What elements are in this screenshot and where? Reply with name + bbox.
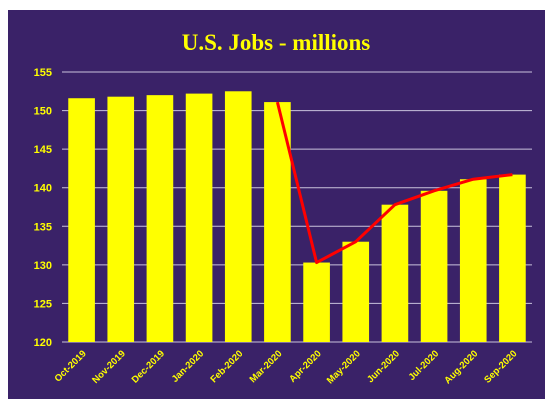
- chart-title: U.S. Jobs - millions: [182, 30, 371, 55]
- trend-line: [275, 101, 513, 265]
- y-tick-125: 125: [34, 298, 52, 310]
- x-tick-Jan-2020: Jan-2020: [170, 348, 207, 385]
- y-tick-155: 155: [34, 67, 52, 79]
- y-tick-120: 120: [34, 337, 52, 349]
- x-tick-Dec-2019: Dec-2019: [130, 348, 167, 385]
- bar-chart: U.S. Jobs - millions 1201251301351401451…: [34, 30, 532, 386]
- bar-Sep-2020: [499, 174, 526, 342]
- bar-Nov-2019: [107, 96, 135, 342]
- x-tick-Aug-2020: Aug-2020: [442, 348, 480, 386]
- bar-May-2020: [342, 241, 370, 342]
- y-tick-130: 130: [34, 260, 52, 272]
- x-tick-Oct-2019: Oct-2019: [53, 348, 89, 384]
- x-tick-Jun-2020: Jun-2020: [365, 348, 402, 385]
- y-tick-150: 150: [34, 106, 52, 118]
- y-tick-140: 140: [34, 183, 52, 195]
- y-axis-ticks: 120 125 130 135 140 145 150 155: [34, 67, 52, 349]
- chart-frame: U.S. Jobs - millions 120 125 130 135 140 145 1…: [8, 10, 545, 399]
- x-tick-May-2020: May-2020: [325, 348, 363, 386]
- y-tick-135: 135: [34, 221, 52, 233]
- x-tick-Mar-2020: Mar-2020: [248, 348, 285, 385]
- x-tick-Nov-2019: Nov-2019: [90, 348, 128, 386]
- x-tick-Apr-2020: Apr-2020: [287, 348, 324, 385]
- y-tick-145: 145: [34, 144, 52, 156]
- bar-Aug-2020: [459, 179, 487, 342]
- x-axis-ticks: Oct-2019 Nov-2019 Dec-2019 Jan-2020 Feb-2020…: [53, 348, 520, 386]
- bar-Dec-2019: [146, 95, 174, 343]
- bar-Feb-2020: [224, 91, 252, 343]
- trend-line-path: [275, 101, 513, 265]
- bar-Jan-2020: [185, 93, 213, 342]
- x-tick-Sep-2020: Sep-2020: [482, 348, 519, 385]
- bar-Oct-2019: [68, 98, 95, 342]
- bar-Apr-2020: [303, 262, 330, 342]
- bars: [68, 91, 526, 343]
- x-tick-Feb-2020: Feb-2020: [208, 348, 245, 385]
- bar-Jun-2020: [381, 204, 409, 342]
- bar-Jul-2020: [420, 190, 448, 342]
- x-tick-Jul-2020: Jul-2020: [407, 348, 442, 383]
